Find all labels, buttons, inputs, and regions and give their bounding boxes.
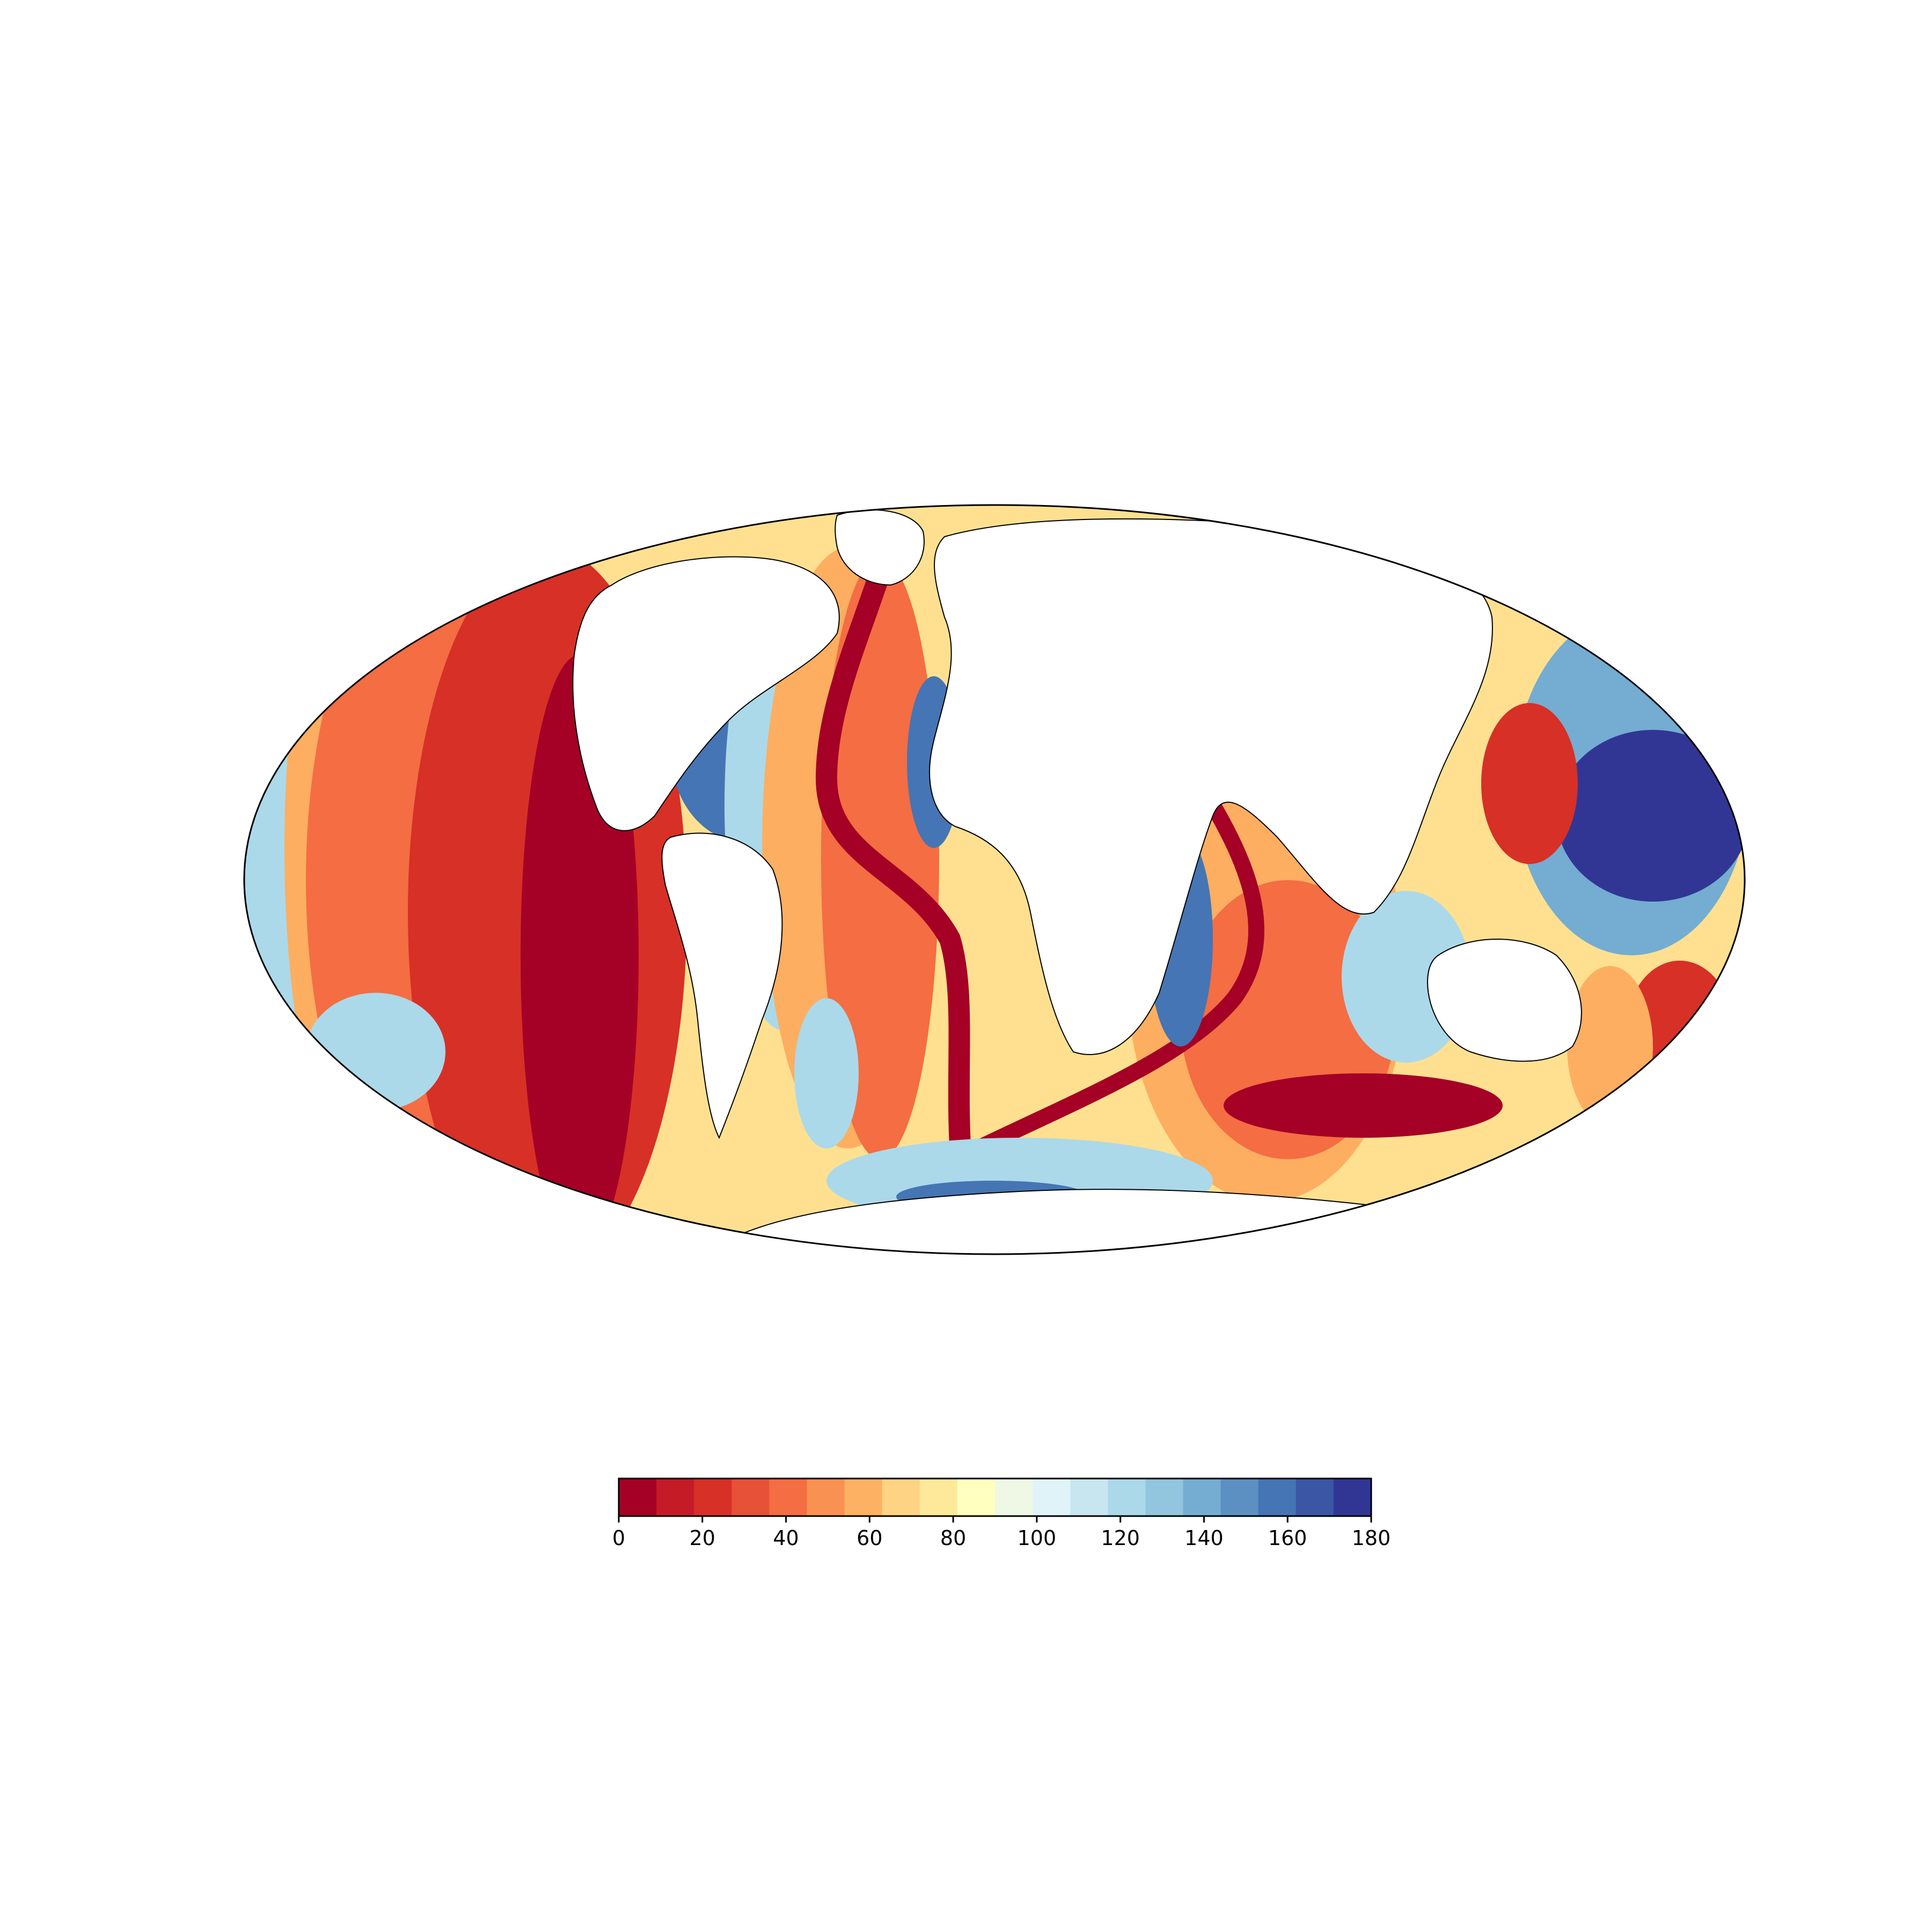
seafloor-age-map <box>243 504 1746 1255</box>
colorbar-frame <box>618 1477 1372 1517</box>
south-america <box>661 832 783 1139</box>
colorbar-bin <box>882 1479 920 1516</box>
colorbar-bin <box>1220 1479 1259 1516</box>
antarctica <box>740 1189 1611 1254</box>
north-america <box>572 556 840 831</box>
colorbar-bin <box>919 1479 958 1516</box>
colorbar-bin <box>619 1479 657 1516</box>
colorbar-tick-label: 180 <box>1352 1526 1391 1550</box>
mid-atlantic-ridge <box>815 533 971 1155</box>
colorbar-bin <box>1145 1479 1184 1516</box>
west-pacific-marginal-sea <box>1481 703 1578 864</box>
colorbar-bin <box>769 1479 808 1516</box>
colorbar-tick-label: 140 <box>1184 1526 1224 1550</box>
colorbar-bin <box>1258 1479 1297 1516</box>
west-pacific-oldest <box>1556 730 1745 902</box>
colorbar-tick-label: 100 <box>1018 1526 1057 1550</box>
colorbar-bin <box>957 1479 996 1516</box>
colorbar-tick-label: 120 <box>1101 1526 1140 1550</box>
colorbar-bin <box>1183 1479 1221 1516</box>
pacific-southwest-old <box>306 993 445 1111</box>
colorbar-tick-label: 40 <box>773 1526 799 1550</box>
colorbar-bin <box>1333 1479 1372 1516</box>
colorbar-tick-label: 80 <box>940 1526 966 1550</box>
colorbar-bin <box>656 1479 694 1516</box>
indian-ocean-southeast-ridge <box>1224 1073 1503 1138</box>
colorbar-bin <box>731 1479 770 1516</box>
colorbar-bin <box>1296 1479 1334 1516</box>
australia <box>1426 939 1582 1062</box>
map-frame <box>243 504 1746 1255</box>
colorbar-ticks: 0 20 40 60 80 100 120 140 160 180 <box>612 1516 1391 1550</box>
colorbar-bin <box>1070 1479 1108 1516</box>
colorbar-bin <box>694 1479 732 1516</box>
indian-ocean-ridge <box>941 801 1264 1172</box>
atlantic-southwest-old <box>794 998 859 1148</box>
colorbar-bins <box>619 1479 1372 1516</box>
colorbar-bin <box>844 1479 883 1516</box>
colorbar-bin <box>995 1479 1033 1516</box>
greenland <box>835 509 925 586</box>
colorbar-tick-label: 20 <box>690 1526 715 1550</box>
colorbar-bin <box>807 1479 845 1516</box>
colorbar: 0 20 40 60 80 100 120 140 160 180 <box>612 1477 1391 1550</box>
colorbar-bin <box>1108 1479 1146 1516</box>
colorbar-tick-label: 160 <box>1268 1526 1307 1550</box>
colorbar-tick-label: 60 <box>857 1526 882 1550</box>
tasman-sea-mid <box>1567 966 1653 1127</box>
colorbar-bin <box>1033 1479 1071 1516</box>
colorbar-tick-label: 0 <box>612 1526 625 1550</box>
seafloor-age-field <box>244 505 1745 1254</box>
